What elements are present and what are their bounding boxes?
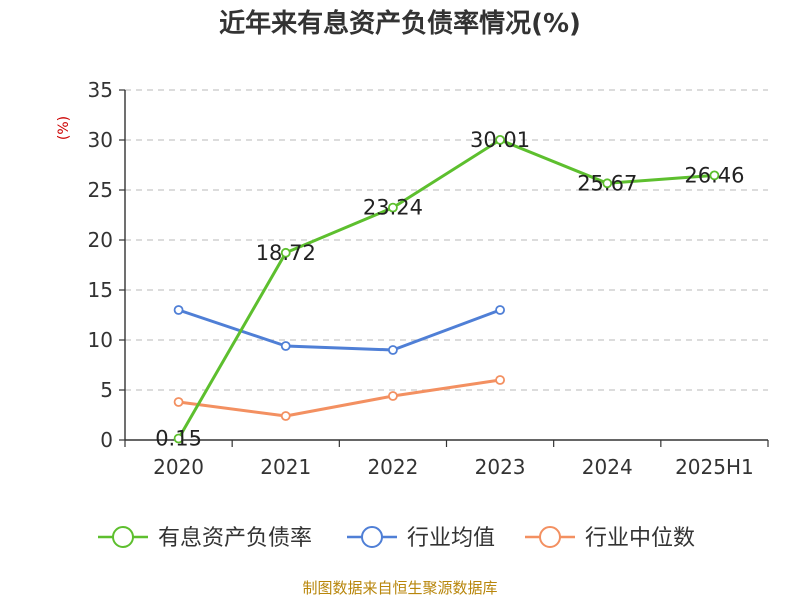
legend-label: 行业均值	[407, 526, 495, 551]
series-lines	[173, 134, 720, 444]
data-point[interactable]	[173, 305, 184, 315]
series-line-0	[177, 138, 715, 440]
x-tick-label: 2020	[153, 455, 204, 479]
y-tick-label: 35	[88, 78, 113, 102]
y-tick-label: 25	[88, 178, 113, 202]
legend[interactable]: 有息资产负债率 行业均值 行业中位数	[98, 526, 695, 551]
data-labels: 0.15 18.72 23.24 30.01 25.67 26.46	[155, 128, 744, 451]
series-line-1	[178, 308, 501, 352]
legend-marker	[361, 526, 383, 548]
legend-item-0[interactable]: 有息资产负债率	[98, 526, 312, 551]
y-tick-label: 10	[88, 328, 113, 352]
source-note: 制图数据来自恒生聚源数据库	[302, 579, 497, 597]
grid-lines	[125, 89, 768, 391]
legend-item-1[interactable]: 行业均值	[347, 526, 495, 551]
data-point[interactable]	[495, 305, 505, 315]
y-tick-label: 20	[88, 228, 113, 252]
data-label: 25.67	[577, 171, 637, 195]
x-tick-label: 2024	[582, 455, 633, 479]
y-tick-label: 0	[100, 428, 113, 452]
y-tick-label: 5	[100, 378, 113, 402]
data-point[interactable]	[173, 433, 184, 444]
legend-item-2[interactable]: 行业中位数	[525, 526, 695, 551]
legend-label: 行业中位数	[585, 526, 695, 551]
chart-title: 近年来有息资产负债率情况(%)	[219, 8, 581, 39]
y-axis-unit-label: (%)	[56, 116, 72, 140]
data-point[interactable]	[709, 170, 720, 181]
data-point[interactable]	[388, 391, 398, 401]
legend-label: 有息资产负债率	[158, 526, 312, 551]
data-point[interactable]	[280, 411, 291, 421]
legend-marker	[112, 526, 134, 548]
data-point[interactable]	[388, 345, 398, 355]
data-point[interactable]	[602, 178, 613, 189]
data-point[interactable]	[280, 341, 291, 351]
data-point[interactable]	[388, 202, 398, 213]
data-label: 26.46	[684, 163, 744, 187]
data-point[interactable]	[495, 375, 505, 385]
data-label: 30.01	[470, 128, 530, 152]
data-point[interactable]	[280, 247, 291, 258]
series-line-2	[178, 378, 501, 418]
x-tick-label: 2022	[367, 455, 418, 479]
axes: 0 5 10 15 20 25 30 35 2020 2021 2022 2023 2024 2025H1	[88, 78, 769, 479]
data-label: 18.72	[256, 241, 316, 265]
x-tick-label: 2025H1	[675, 455, 754, 479]
data-label: 0.15	[155, 427, 202, 451]
y-tick-label: 15	[88, 278, 113, 302]
data-label: 23.24	[363, 196, 423, 220]
x-tick-label: 2023	[475, 455, 526, 479]
data-point[interactable]	[495, 134, 505, 145]
x-tick-label: 2021	[260, 455, 311, 479]
y-tick-label: 30	[88, 128, 113, 152]
data-point[interactable]	[173, 397, 184, 407]
legend-marker	[539, 526, 561, 548]
